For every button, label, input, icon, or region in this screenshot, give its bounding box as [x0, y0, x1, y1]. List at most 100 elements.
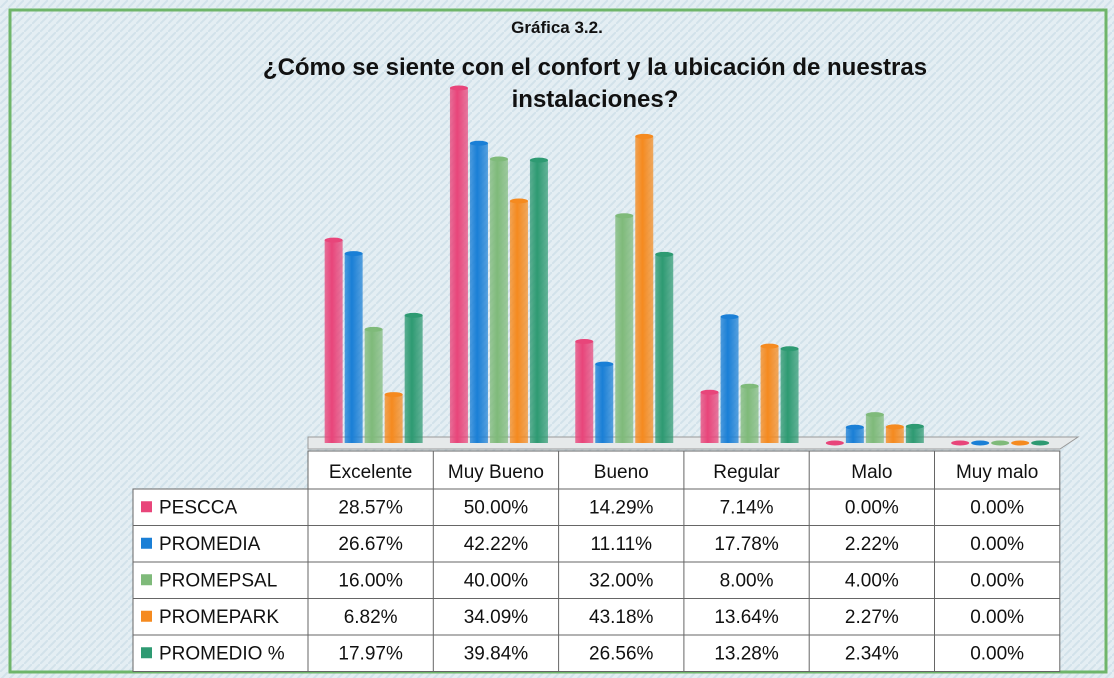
bar-top	[324, 237, 343, 243]
table-cell: 0.00%	[970, 643, 1024, 664]
table-cell: 8.00%	[720, 570, 774, 591]
bar-top	[760, 343, 779, 349]
table-cell: 34.09%	[464, 607, 529, 628]
column-header: Malo	[851, 462, 892, 483]
bar-top	[655, 251, 674, 257]
bar	[509, 200, 528, 443]
bar-top	[951, 440, 970, 446]
table-cell: 26.67%	[338, 534, 403, 555]
bar-top	[720, 314, 739, 320]
table-cell: 0.00%	[970, 607, 1024, 628]
table-cell: 13.64%	[714, 607, 779, 628]
bar-top	[344, 251, 363, 257]
bar-top	[575, 339, 594, 345]
bar-top	[740, 383, 759, 389]
column-header: Muy malo	[956, 462, 1038, 483]
chart-subtitle: ¿Cómo se siente con el confort y la ubic…	[262, 54, 928, 113]
table-bg	[132, 488, 1061, 672]
bar-top	[991, 440, 1010, 446]
bar-top	[635, 133, 654, 139]
bar	[344, 253, 363, 443]
table-cell: 0.00%	[970, 534, 1024, 555]
legend-swatch	[141, 610, 152, 622]
bar-top	[1031, 440, 1050, 446]
table-cell: 39.84%	[464, 643, 529, 664]
chart-title: Gráfica 3.2.	[511, 18, 603, 37]
bar	[529, 160, 548, 444]
legend-label: PROMEPSAL	[159, 570, 277, 591]
bar-top	[489, 156, 508, 162]
bar	[404, 315, 423, 443]
bar-top	[364, 326, 383, 332]
bar-top	[615, 213, 634, 219]
table-cell: 32.00%	[589, 570, 654, 591]
bar-top	[885, 424, 904, 430]
bar-top	[529, 157, 548, 163]
bar-top	[780, 346, 799, 352]
bar-top	[1011, 440, 1030, 446]
bar-top	[509, 198, 528, 204]
column-header: Bueno	[594, 462, 649, 483]
bar-top	[404, 312, 423, 318]
bar	[364, 329, 383, 443]
table-cell: 17.78%	[714, 534, 779, 555]
table-cell: 13.28%	[714, 643, 779, 664]
column-header: Regular	[713, 462, 780, 483]
bar-top	[971, 440, 990, 446]
table-cell: 11.11%	[590, 534, 652, 555]
bar	[885, 426, 904, 443]
bar-top	[449, 85, 468, 91]
bar	[760, 346, 779, 443]
bar-top	[845, 424, 864, 430]
bar	[595, 364, 614, 443]
table-cell: 16.00%	[338, 570, 403, 591]
bar	[740, 386, 759, 443]
table-cell: 2.27%	[845, 607, 899, 628]
bar-top	[865, 412, 884, 418]
table-cell: 0.00%	[970, 570, 1024, 591]
legend-label: PROMEPARK	[159, 607, 279, 628]
legend-swatch	[141, 574, 152, 586]
bar	[655, 254, 674, 443]
bar	[720, 316, 739, 443]
table-cell: 26.56%	[589, 643, 654, 664]
bar	[865, 414, 884, 443]
table-cell: 14.29%	[589, 497, 654, 518]
bar	[324, 240, 343, 443]
bar-top	[700, 389, 719, 395]
bar	[489, 159, 508, 443]
table-cell: 6.82%	[344, 607, 398, 628]
table-cell: 40.00%	[464, 570, 529, 591]
table-cell: 17.97%	[338, 643, 403, 664]
bar	[635, 136, 654, 443]
table-cell: 0.00%	[845, 497, 899, 518]
table-cell: 7.14%	[720, 497, 774, 518]
column-header: Excelente	[329, 462, 412, 483]
column-header: Muy Bueno	[448, 462, 544, 483]
legend-swatch	[141, 647, 152, 659]
bar-top	[905, 423, 924, 429]
table-cell: 42.22%	[464, 534, 529, 555]
bar	[575, 341, 594, 443]
bar-top	[384, 392, 403, 398]
table-cell: 2.22%	[845, 534, 899, 555]
table-cell: 2.34%	[845, 643, 899, 664]
bar-top	[595, 361, 614, 367]
legend-swatch	[141, 537, 152, 549]
bar	[469, 143, 488, 443]
bar	[780, 348, 799, 443]
bar-top	[469, 140, 488, 146]
bar	[845, 427, 864, 443]
table-cell: 28.57%	[338, 497, 403, 518]
bar	[700, 392, 719, 443]
bar-top	[825, 440, 844, 446]
table-cell: 50.00%	[464, 497, 529, 518]
table-cell: 43.18%	[589, 607, 654, 628]
bar	[449, 88, 468, 443]
bar	[905, 426, 924, 443]
bar	[384, 394, 403, 443]
legend-swatch	[141, 501, 152, 513]
bar	[615, 215, 634, 443]
